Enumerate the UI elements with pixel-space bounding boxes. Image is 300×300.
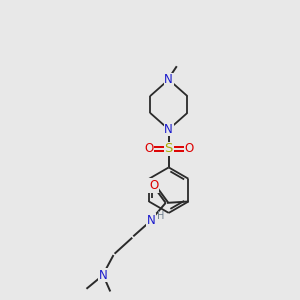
Text: H: H bbox=[157, 211, 164, 221]
Text: N: N bbox=[98, 268, 107, 282]
Text: O: O bbox=[149, 179, 158, 192]
Text: N: N bbox=[164, 73, 173, 86]
Text: S: S bbox=[164, 142, 173, 155]
Text: O: O bbox=[184, 142, 194, 155]
Text: N: N bbox=[164, 123, 173, 136]
Text: O: O bbox=[144, 142, 153, 155]
Text: N: N bbox=[147, 214, 155, 227]
